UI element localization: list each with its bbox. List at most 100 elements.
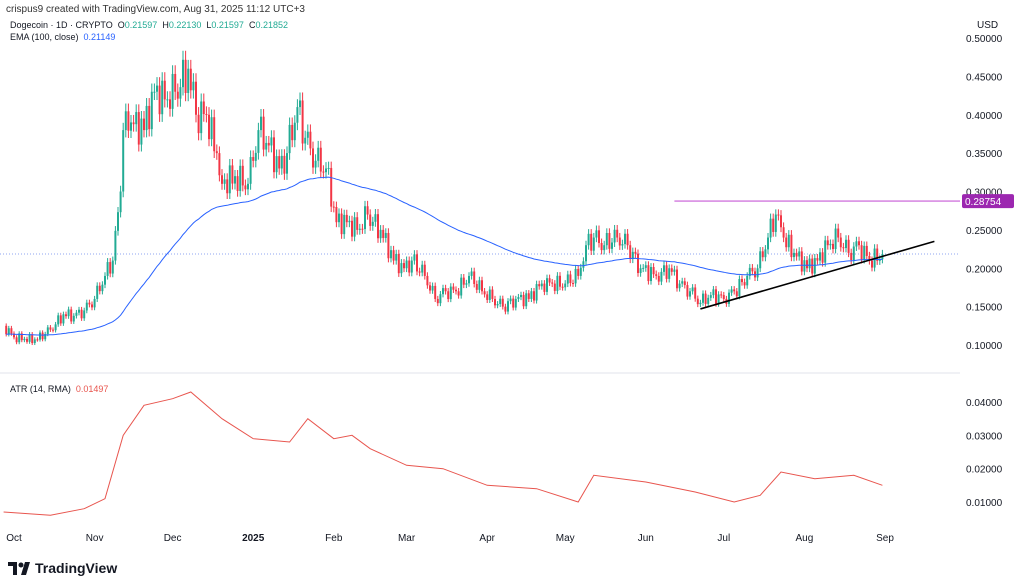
candle-body: [821, 252, 824, 263]
candle-body: [663, 265, 665, 272]
candle-body: [163, 80, 166, 100]
candle-body: [187, 68, 190, 93]
candle-body: [582, 261, 585, 268]
candle-body: [860, 245, 863, 260]
candle-body: [111, 260, 114, 274]
candle-body: [694, 287, 697, 299]
candle-body: [254, 152, 257, 161]
candle-body: [501, 298, 504, 307]
candle-body: [689, 291, 691, 297]
candle-body: [423, 264, 426, 276]
candle-body: [10, 328, 13, 334]
candle-body: [299, 100, 301, 108]
candle-body: [306, 131, 309, 138]
candle-body: [145, 105, 148, 131]
candle-body: [80, 309, 83, 319]
low-value: 0.21597: [211, 20, 244, 30]
candle-body: [832, 243, 834, 250]
candle-body: [834, 228, 837, 250]
atr-y-tick-label: 0.01000: [966, 498, 1003, 509]
candle-body: [436, 298, 439, 304]
candle-body: [296, 107, 299, 123]
candle-body: [356, 217, 359, 230]
candle-body: [499, 298, 502, 305]
candle-body: [548, 278, 551, 283]
candle-body: [535, 284, 538, 301]
candle-body: [322, 171, 325, 173]
candle-body: [150, 91, 153, 130]
candle-body: [33, 339, 36, 344]
candle-body: [728, 292, 730, 304]
candle-body: [325, 168, 327, 173]
candle-body: [616, 229, 619, 238]
candle-body: [369, 214, 372, 226]
candle-body: [613, 229, 616, 243]
x-tick-label: 2025: [242, 533, 265, 544]
candle-body: [709, 295, 712, 298]
open-label: O: [117, 20, 125, 30]
candle-body: [75, 312, 78, 316]
candle-body: [223, 179, 226, 184]
candle-body: [70, 309, 73, 322]
candle-body: [530, 291, 533, 299]
candle-body: [507, 301, 509, 312]
candle-body: [462, 277, 465, 285]
candle-body: [319, 147, 322, 172]
candle-body: [751, 267, 754, 272]
candle-body: [213, 117, 216, 152]
candle-body: [595, 230, 598, 238]
candle-body: [239, 165, 242, 191]
candle-body: [124, 111, 127, 131]
candle-body: [824, 240, 827, 263]
candle-body: [561, 286, 564, 288]
candle-body: [109, 262, 112, 274]
candle-body: [36, 339, 39, 341]
candle-body: [652, 267, 655, 275]
candle-body: [265, 142, 268, 150]
candle-body: [525, 293, 528, 307]
candle-body: [468, 275, 470, 284]
candle-body: [153, 91, 156, 93]
candle-body: [517, 297, 520, 299]
candle-body: [852, 246, 855, 261]
candle-body: [96, 285, 99, 299]
candle-body: [603, 245, 606, 251]
x-tick-label: Aug: [796, 533, 814, 544]
candle-body: [735, 291, 738, 297]
ema-line: [6, 176, 883, 336]
candle-body: [772, 218, 775, 232]
candle-body: [15, 337, 18, 343]
candle-body: [509, 298, 512, 302]
x-tick-label: Nov: [86, 533, 104, 544]
candle-body: [865, 245, 868, 256]
y-tick-label: 0.35000: [966, 149, 1003, 160]
candle-body: [327, 167, 330, 169]
candle-body: [335, 206, 338, 223]
candle-body: [374, 214, 377, 222]
candle-body: [504, 306, 507, 312]
candle-body: [847, 239, 850, 253]
candle-body: [283, 155, 286, 174]
candle-body: [434, 285, 437, 299]
attribution: crispus9 created with TradingView.com, A…: [6, 4, 305, 15]
candle-body: [621, 244, 624, 246]
candle-body: [174, 73, 177, 92]
candle-body: [426, 275, 429, 286]
candle-body: [816, 258, 819, 261]
candle-body: [371, 221, 374, 226]
y-tick-label: 0.45000: [966, 72, 1003, 83]
candle-body: [793, 252, 795, 258]
candle-body: [169, 99, 171, 109]
candle-body: [587, 233, 590, 246]
resistance-price-label: 0.28754: [965, 197, 1002, 208]
y-tick-label: 0.15000: [966, 303, 1003, 314]
candle-body: [746, 275, 749, 286]
candle-body: [236, 176, 239, 191]
candle-body: [855, 241, 858, 247]
candle-body: [673, 269, 676, 272]
candle-body: [850, 252, 853, 261]
candle-body: [106, 262, 109, 276]
candle-body: [564, 283, 567, 288]
candle-body: [605, 233, 608, 246]
